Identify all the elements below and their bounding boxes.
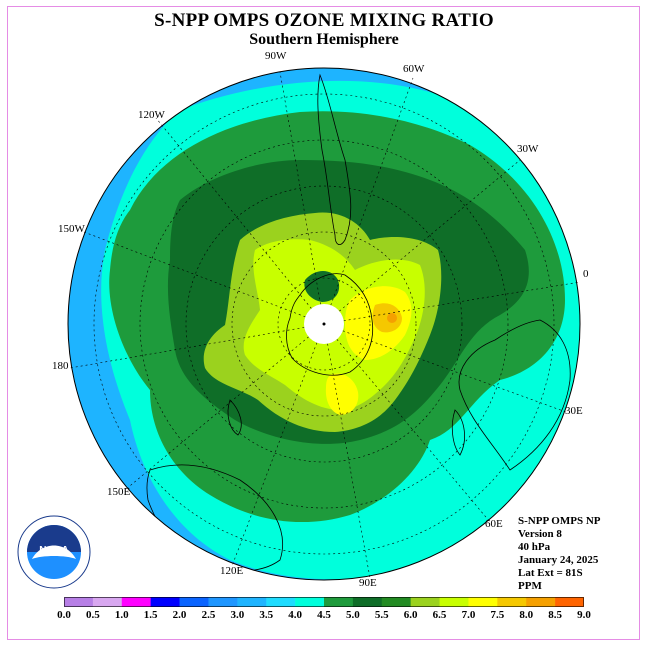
info-lat-extent: Lat Ext = 81S xyxy=(518,567,583,579)
south-pole-dot xyxy=(322,322,326,326)
colorbar-swatch xyxy=(381,597,411,607)
lon-label-120e: 120E xyxy=(220,565,244,577)
colorbar-swatch xyxy=(410,597,440,607)
noaa-logo: NOAA xyxy=(17,515,91,589)
colorbar-swatch xyxy=(64,597,94,607)
colorbar-tick-label: 2.5 xyxy=(201,609,216,621)
colorbar-outline xyxy=(64,597,584,607)
colorbar-tick-label: 5.5 xyxy=(374,609,389,621)
ozone-max-7-0-7-5 xyxy=(387,313,397,323)
colorbar-swatch xyxy=(266,597,296,607)
colorbar-tick-label: 1.5 xyxy=(143,609,158,621)
ozone-level-6-0-6-5-south xyxy=(325,373,359,415)
australia-coastline xyxy=(146,464,283,572)
colorbar-tick-label: 5.0 xyxy=(346,609,360,621)
lon-label-120w: 120W xyxy=(138,109,165,121)
map-title: S-NPP OMPS OZONE MIXING RATIO xyxy=(154,10,494,31)
info-instrument: S-NPP OMPS NP xyxy=(518,515,601,527)
colorbar-swatch xyxy=(179,597,209,607)
lon-label-150w: 150W xyxy=(58,223,85,235)
info-pressure-level: 40 hPa xyxy=(518,541,551,553)
map-subtitle: Southern Hemisphere xyxy=(249,31,399,48)
colorbar-swatch xyxy=(208,597,238,607)
lon-label-0: 0 xyxy=(583,268,589,280)
lon-label-90w: 90W xyxy=(265,50,287,62)
lon-label-180: 180 xyxy=(52,360,69,372)
ozone-low-center xyxy=(304,271,340,302)
plot-frame xyxy=(7,6,640,640)
africa-coastline xyxy=(458,319,571,471)
colorbar-tick-label: 3.5 xyxy=(259,609,274,621)
madagascar-coastline xyxy=(451,409,465,456)
colorbar-swatch xyxy=(92,597,123,607)
colorbar-tick-label: 4.5 xyxy=(317,609,331,621)
colorbar-swatch xyxy=(150,597,180,607)
info-block: S-NPP OMPS NP Version 8 40 hPa January 2… xyxy=(518,515,601,593)
colorbar-tick-label: 4.0 xyxy=(288,609,302,621)
colorbar-swatch xyxy=(497,597,527,607)
colorbar-tick-label: 2.0 xyxy=(172,609,187,621)
colorbar-tick-label: 9.0 xyxy=(577,609,591,621)
colorbar-tick-label: 8.5 xyxy=(548,609,562,621)
lon-label-30w: 30W xyxy=(517,143,539,155)
antarctica-coastline xyxy=(286,273,374,376)
noaa-logo-text: NOAA xyxy=(39,545,68,556)
colorbar xyxy=(64,597,584,607)
lon-label-30e: 30E xyxy=(565,405,583,417)
lon-label-60e: 60E xyxy=(485,518,503,530)
colorbar-tick-label: 7.0 xyxy=(461,609,476,621)
colorbar-swatch xyxy=(352,597,383,607)
colorbar-tick-label: 1.0 xyxy=(114,609,129,621)
south-america-coastline xyxy=(317,73,352,245)
info-version: Version 8 xyxy=(518,528,562,540)
lon-label-150e: 150E xyxy=(107,486,131,498)
new-zealand-coastline xyxy=(227,399,242,436)
colorbar-tick-label: 7.5 xyxy=(490,609,505,621)
info-units: PPM xyxy=(518,580,542,592)
lon-label-90e: 90E xyxy=(359,577,377,589)
colorbar-swatch xyxy=(526,597,556,607)
colorbar-tick-label: 0.0 xyxy=(57,609,71,621)
graticule xyxy=(69,71,581,579)
lon-label-60w: 60W xyxy=(403,63,425,75)
colorbar-swatch xyxy=(439,597,469,607)
colorbar-swatch xyxy=(121,597,151,607)
colorbar-tick-label: 0.5 xyxy=(86,609,100,621)
colorbar-swatch xyxy=(237,597,267,607)
colorbar-swatch xyxy=(295,597,325,607)
colorbar-tick-label: 8.0 xyxy=(519,609,534,621)
colorbar-swatch xyxy=(468,597,498,607)
colorbar-swatch xyxy=(324,597,354,607)
info-date: January 24, 2025 xyxy=(518,554,599,566)
colorbar-tick-label: 6.5 xyxy=(432,609,447,621)
colorbar-tick-label: 3.0 xyxy=(230,609,245,621)
colorbar-swatch xyxy=(555,597,584,607)
map-border xyxy=(67,67,581,581)
colorbar-tick-label: 6.0 xyxy=(403,609,418,621)
